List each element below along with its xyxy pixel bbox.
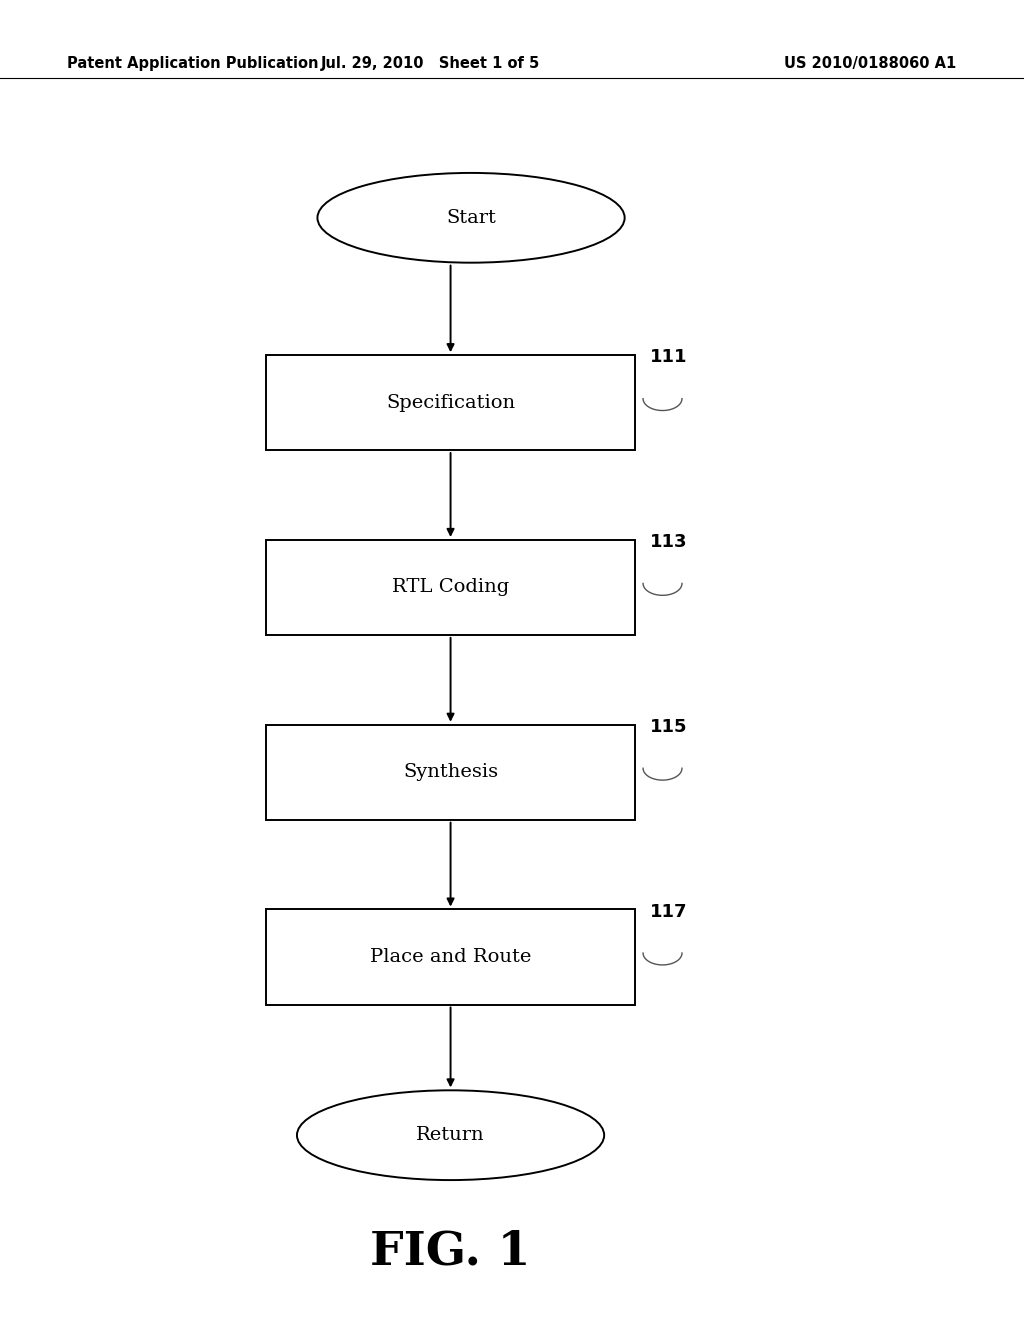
Text: FIG. 1: FIG. 1 bbox=[371, 1229, 530, 1274]
Text: Place and Route: Place and Route bbox=[370, 948, 531, 966]
Bar bbox=[266, 909, 635, 1005]
Text: 117: 117 bbox=[650, 903, 688, 921]
Text: Return: Return bbox=[416, 1126, 485, 1144]
Text: 111: 111 bbox=[650, 348, 688, 367]
Ellipse shape bbox=[297, 1090, 604, 1180]
Bar bbox=[266, 540, 635, 635]
Text: Jul. 29, 2010   Sheet 1 of 5: Jul. 29, 2010 Sheet 1 of 5 bbox=[321, 55, 540, 71]
Text: 113: 113 bbox=[650, 533, 688, 552]
Ellipse shape bbox=[317, 173, 625, 263]
Bar bbox=[266, 725, 635, 820]
Text: Patent Application Publication: Patent Application Publication bbox=[67, 55, 318, 71]
Text: Synthesis: Synthesis bbox=[403, 763, 498, 781]
Text: US 2010/0188060 A1: US 2010/0188060 A1 bbox=[784, 55, 956, 71]
Text: Specification: Specification bbox=[386, 393, 515, 412]
Bar bbox=[266, 355, 635, 450]
Text: RTL Coding: RTL Coding bbox=[392, 578, 509, 597]
Text: 115: 115 bbox=[650, 718, 688, 737]
Text: Start: Start bbox=[446, 209, 496, 227]
